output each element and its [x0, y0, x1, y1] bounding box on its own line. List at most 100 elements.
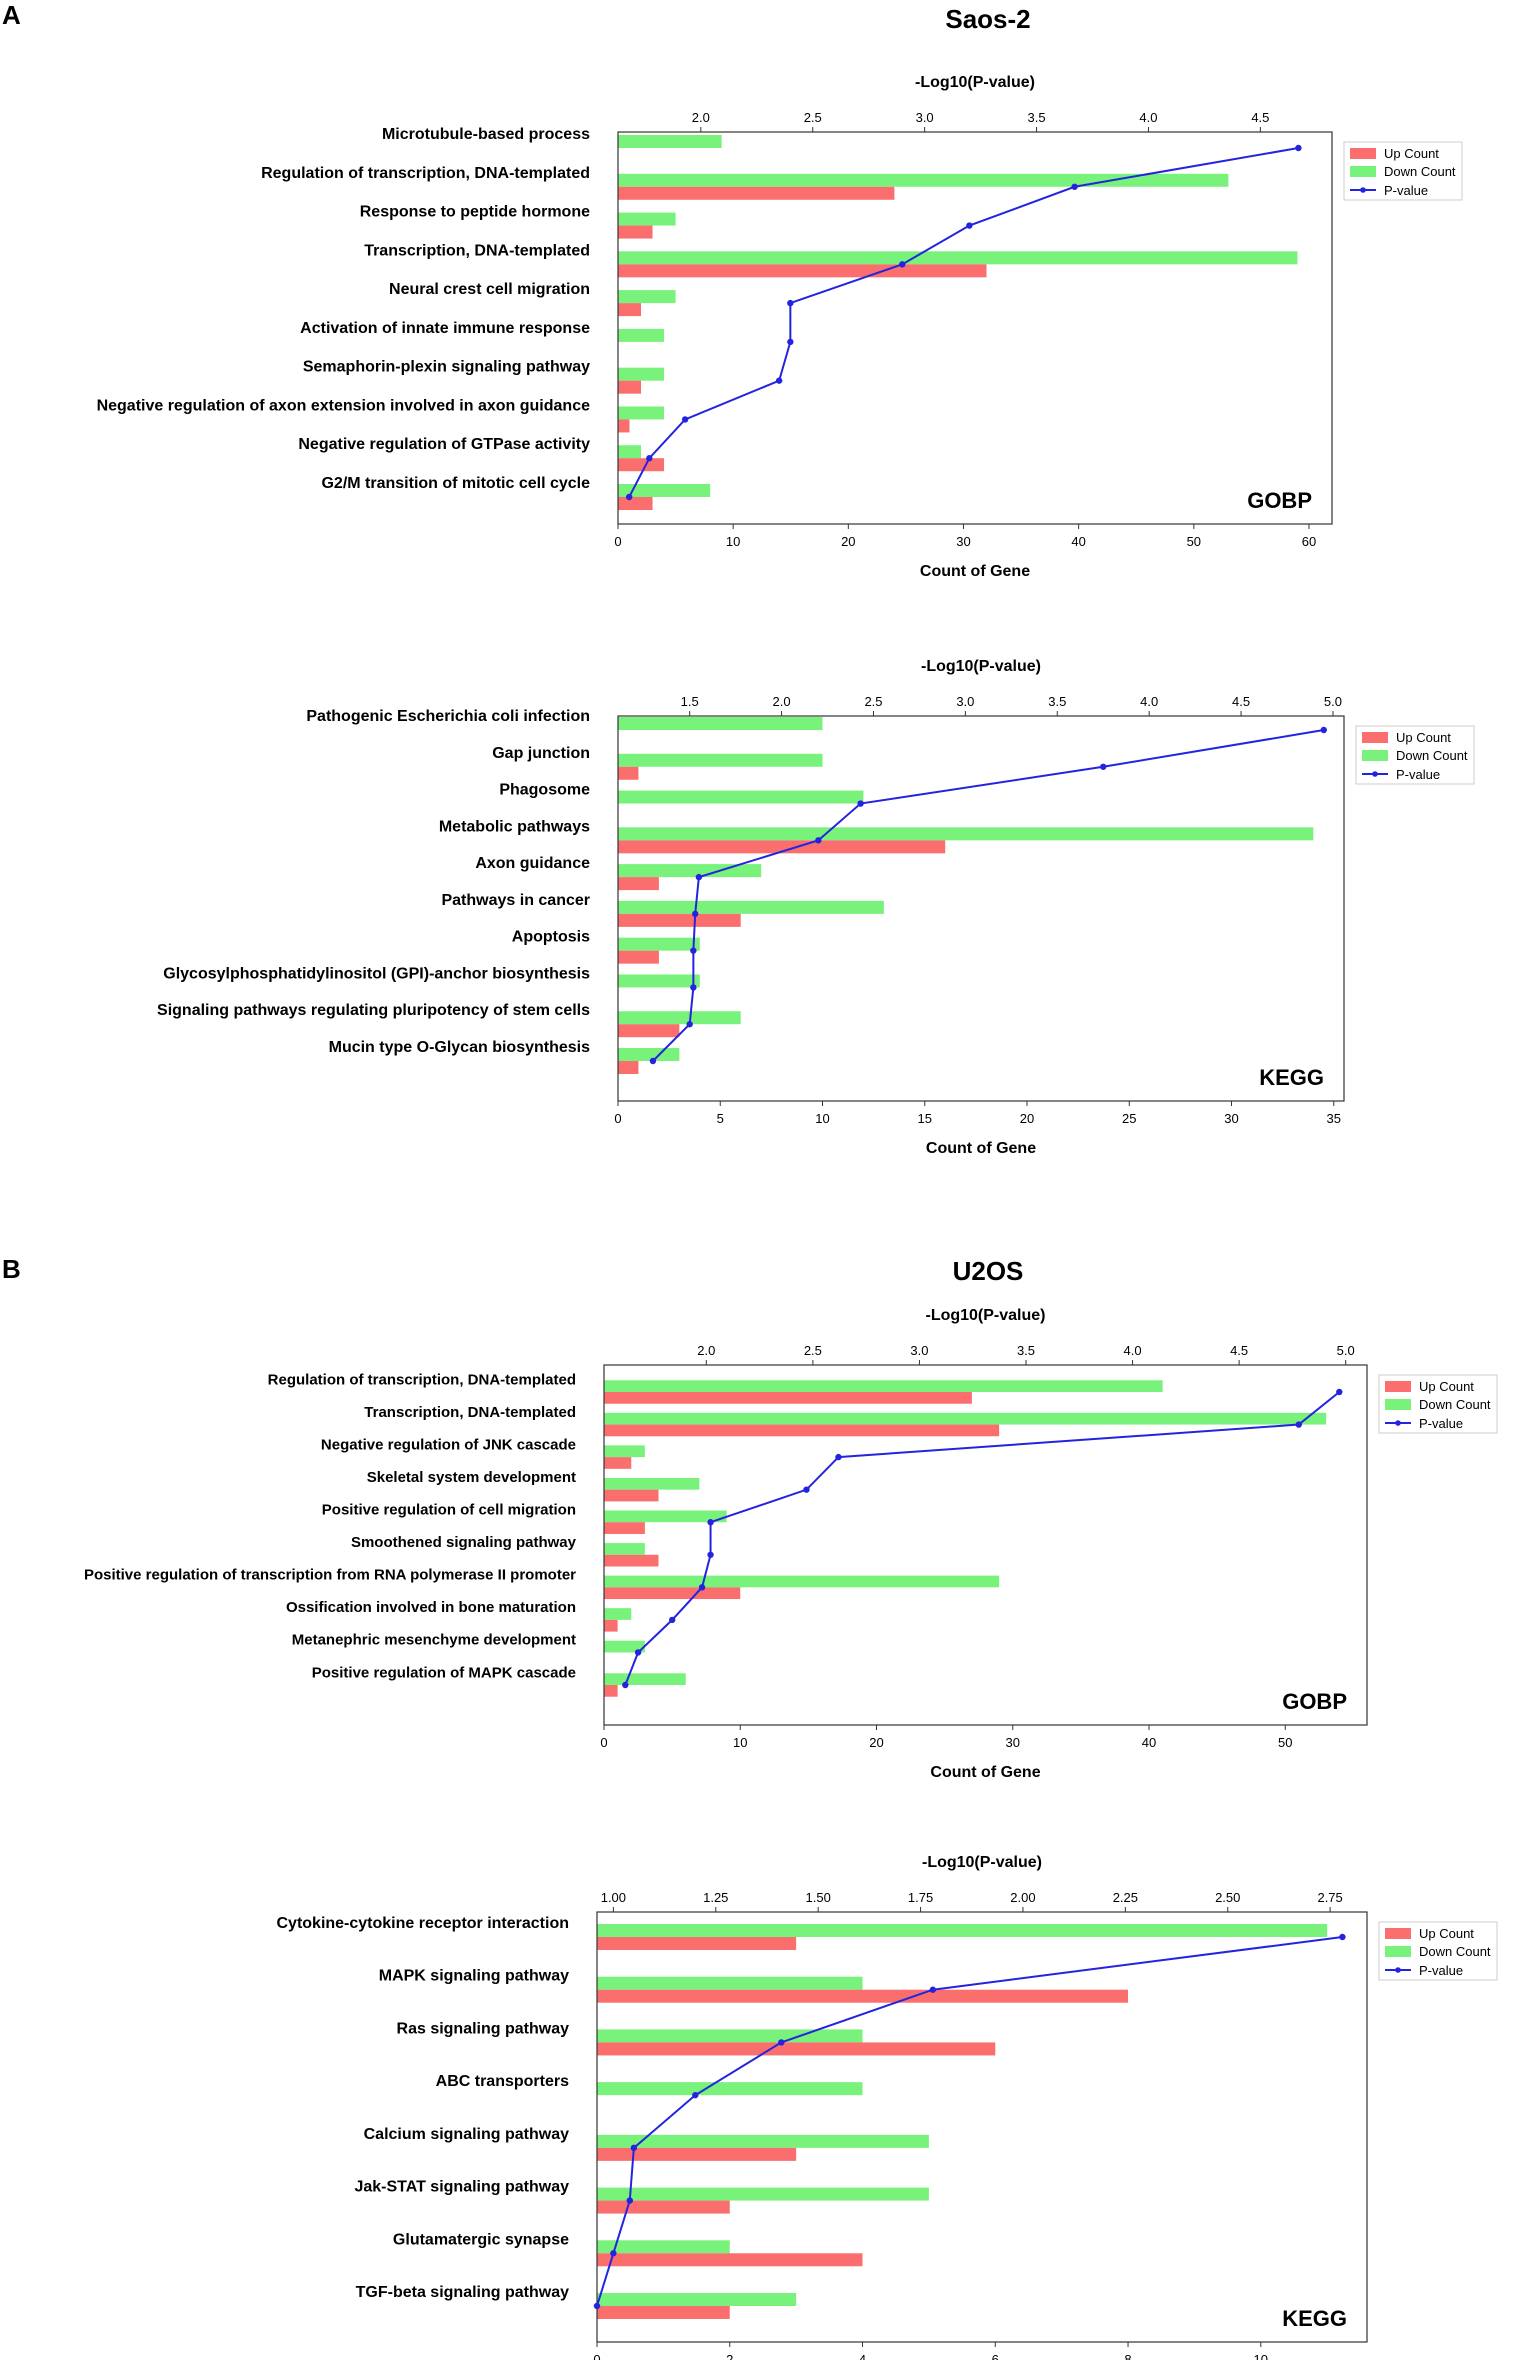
chart-1-pvalue-point [899, 261, 906, 268]
chart-4-top-tick-label: 2.75 [1317, 1890, 1342, 1905]
chart-2-down-bar [618, 790, 864, 804]
chart-4-legend-up-label: Up Count [1419, 1926, 1474, 1941]
chart-4-up-bar [597, 2147, 797, 2161]
chart-2-legend-down-label: Down Count [1396, 748, 1468, 763]
chart-4-pvalue-point [610, 2250, 617, 2257]
chart-1-bottom-tick-label: 20 [841, 534, 855, 549]
chart-2-down-bar [618, 974, 700, 988]
chart-1-pvalue-point [646, 455, 653, 462]
chart-3-category-label: Metanephric mesenchyme development [292, 1632, 576, 1649]
chart-4-down-bar [597, 2134, 929, 2148]
chart-4-down-bar [597, 2029, 863, 2043]
chart-1-top-tick-label: 2.5 [804, 110, 822, 125]
chart-2-bottom-tick-label: 35 [1327, 1111, 1341, 1126]
chart-2-up-bar [618, 1061, 639, 1074]
chart-4-top-tick-label: 1.00 [601, 1890, 626, 1905]
chart-2-legend-down-swatch [1362, 750, 1388, 761]
chart-1-legend-down-label: Down Count [1384, 164, 1456, 179]
chart-1-category-tag: GOBP [1247, 488, 1312, 513]
chart-2-bottom-tick-label: 25 [1122, 1111, 1136, 1126]
chart-2-category-label: Mucin type O-Glycan biosynthesis [329, 1039, 590, 1056]
chart-3-up-bar [604, 1554, 659, 1567]
panel-b-letter: B [2, 1254, 21, 1284]
chart-2-down-bar [618, 900, 884, 914]
chart-4-up-bar [597, 2200, 730, 2214]
chart-3-category-label: Ossification involved in bone maturation [286, 1599, 576, 1616]
chart-4-pvalue-point [778, 2039, 785, 2046]
chart-3-up-bar [604, 1457, 632, 1469]
chart-3-legend-up-swatch [1385, 1381, 1411, 1392]
chart-3-down-bar [604, 1543, 645, 1555]
chart-4-top-axis-title: -Log10(P-value) [922, 1854, 1042, 1871]
chart-3-bottom-tick-label: 50 [1278, 1735, 1292, 1750]
chart-4-up-bar [597, 1989, 1129, 2003]
chart-3-up-bar [604, 1619, 618, 1632]
chart-1-top-tick-label: 3.0 [916, 110, 934, 125]
chart-4-down-bar [597, 1924, 1328, 1937]
chart-1-bottom-tick-label: 60 [1302, 534, 1316, 549]
chart-3-up-bar [604, 1685, 618, 1697]
chart-1-up-bar [618, 186, 895, 200]
chart-2-category-label: Gap junction [492, 745, 590, 762]
chart-4-category-label: Jak-STAT signaling pathway [354, 2179, 569, 2196]
chart-1-down-bar [618, 290, 676, 304]
chart-4-category-label: ABC transporters [436, 2073, 569, 2090]
chart-3-top-tick-label: 3.0 [910, 1343, 928, 1358]
chart-1-pvalue-point [1071, 183, 1078, 190]
chart-2-pvalue-point [1320, 726, 1327, 734]
chart-3-pvalue-point [1295, 1421, 1302, 1428]
chart-1-bottom-tick-label: 30 [956, 534, 970, 549]
chart-2-up-bar [618, 766, 639, 780]
chart-4-category-label: Cytokine-cytokine receptor interaction [276, 1915, 569, 1932]
chart-1-category-label: Neural crest cell migration [389, 281, 590, 298]
chart-4-bottom-tick-label: 6 [992, 2352, 999, 2360]
chart-3-bottom-tick-label: 30 [1006, 1735, 1020, 1750]
chart-4-up-bar [597, 2253, 863, 2267]
chart-1-pvalue-point [775, 377, 783, 384]
chart-2-top-tick-label: 1.5 [681, 694, 699, 709]
chart-4-pvalue-point [929, 1986, 937, 1993]
chart-3-up-bar [604, 1392, 972, 1404]
panel-a-title: Saos-2 [945, 4, 1030, 34]
chart-3-legend-pvalue-label: P-value [1419, 1416, 1463, 1431]
chart-3-category-label: Smoothened signaling pathway [351, 1534, 577, 1551]
chart-1-bottom-tick-label: 10 [726, 534, 740, 549]
chart-3-down-bar [604, 1445, 645, 1458]
chart-4-top-tick-label: 2.25 [1113, 1890, 1138, 1905]
chart-3-pvalue-point [707, 1519, 714, 1526]
chart-3-category-label: Positive regulation of MAPK cascade [312, 1664, 576, 1681]
chart-3-bottom-tick-label: 10 [733, 1735, 747, 1750]
chart-3-top-tick-label: 4.0 [1124, 1343, 1142, 1358]
chart-1-up-bar [618, 419, 630, 433]
chart-2-legend-up-swatch [1362, 732, 1388, 743]
chart-1-down-bar [618, 251, 1298, 265]
chart-1-category-label: Microtubule-based process [382, 126, 590, 143]
chart-2-up-bar [618, 840, 946, 854]
chart-3-bottom-tick-label: 0 [600, 1735, 607, 1750]
chart-4-top-tick-label: 2.50 [1215, 1890, 1240, 1905]
chart-4-top-tick-label: 1.75 [908, 1890, 933, 1905]
chart-1-category-label: Transcription, DNA-templated [364, 242, 590, 259]
chart-3-legend-down-swatch [1385, 1399, 1411, 1410]
chart-3-bottom-tick-label: 20 [869, 1735, 883, 1750]
chart-1-legend-down-swatch [1350, 166, 1376, 177]
chart-2-legend-pvalue-marker [1372, 771, 1378, 777]
chart-1-pvalue-point [681, 416, 689, 423]
chart-2-pvalue-point [857, 800, 864, 807]
chart-4-pvalue-point [1339, 1933, 1346, 1941]
chart-4-down-bar [597, 2082, 863, 2096]
chart-2-category-label: Axon guidance [475, 855, 590, 872]
chart-3-category-label: Positive regulation of cell migration [322, 1502, 576, 1519]
chart-2-category-label: Signaling pathways regulating pluripoten… [157, 1002, 590, 1019]
chart-4-legend-pvalue-label: P-value [1419, 1963, 1463, 1978]
chart-1-top-tick-label: 3.5 [1028, 110, 1046, 125]
chart-4-up-bar [597, 1937, 797, 1950]
chart-1-up-bar [618, 264, 987, 278]
chart-3-pvalue-point [1336, 1388, 1343, 1396]
chart-1-plot-frame [617, 131, 1333, 525]
chart-2-top-tick-label: 4.0 [1140, 694, 1158, 709]
chart-3-category-label: Negative regulation of JNK cascade [321, 1436, 576, 1453]
chart-3-down-bar [604, 1510, 727, 1523]
chart-3-legend-down-label: Down Count [1419, 1397, 1491, 1412]
chart-3-top-tick-label: 4.5 [1230, 1343, 1248, 1358]
